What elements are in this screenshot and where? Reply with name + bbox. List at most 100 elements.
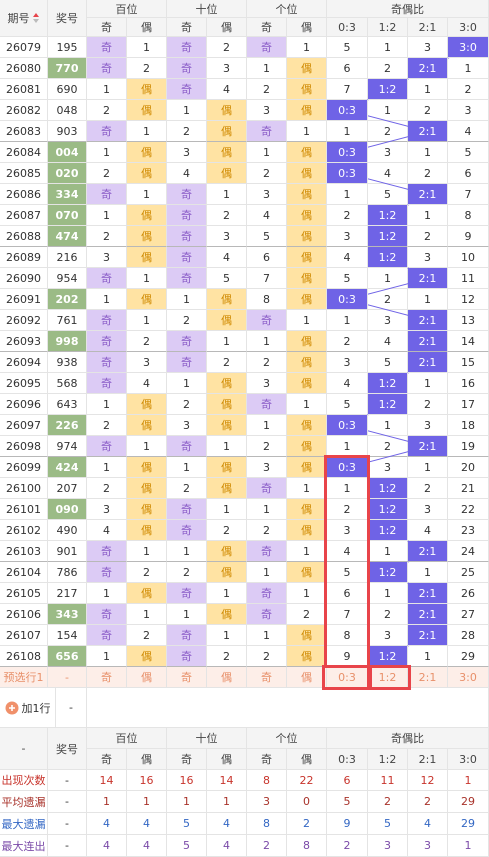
- plus-icon[interactable]: [5, 701, 19, 715]
- miss-count: 1: [167, 373, 207, 394]
- stat-value: 4: [127, 813, 167, 835]
- period: 26097: [0, 415, 48, 436]
- odd-mark: 奇: [247, 604, 287, 625]
- ratio-hit: 1:2: [368, 247, 408, 268]
- miss-count: 1: [247, 415, 287, 436]
- draw-number: 474: [48, 226, 87, 247]
- even-mark: 偶: [127, 394, 167, 415]
- even-mark: 偶: [207, 100, 247, 121]
- even-mark: 偶: [207, 562, 247, 583]
- miss-count: 2: [127, 625, 167, 646]
- stat-value: 14: [87, 770, 127, 791]
- stat-value: 4: [87, 835, 127, 857]
- miss-count: 1: [287, 583, 327, 604]
- miss-count: 3: [408, 247, 448, 268]
- draw-number: 216: [48, 247, 87, 268]
- miss-count: 1: [247, 625, 287, 646]
- miss-count: 4: [167, 163, 207, 184]
- draw-number: 490: [48, 520, 87, 541]
- miss-count: 4: [448, 121, 489, 142]
- miss-count: 1: [167, 457, 207, 478]
- miss-count: 3: [87, 499, 127, 520]
- miss-count: 2: [207, 646, 247, 667]
- period: 26096: [0, 394, 48, 415]
- odd-mark: 奇: [167, 58, 207, 79]
- miss-count: 2: [87, 226, 127, 247]
- miss-count: 5: [448, 142, 489, 163]
- even-mark: 偶: [127, 646, 167, 667]
- odd-mark: 奇: [247, 37, 287, 58]
- period: 26108: [0, 646, 48, 667]
- preview-label[interactable]: 预选行1: [0, 667, 48, 688]
- odd-mark: 奇: [167, 37, 207, 58]
- draw-number: 786: [48, 562, 87, 583]
- even-mark: 偶: [127, 142, 167, 163]
- miss-count: 23: [448, 520, 489, 541]
- period: 26106: [0, 604, 48, 625]
- miss-count: 5: [207, 268, 247, 289]
- miss-count: 3: [167, 415, 207, 436]
- draw-number: 568: [48, 373, 87, 394]
- stat-value: 5: [167, 835, 207, 857]
- even-mark: 偶: [287, 373, 327, 394]
- miss-count: 1: [408, 562, 448, 583]
- miss-count: 1: [287, 394, 327, 415]
- draw-number: 195: [48, 37, 87, 58]
- ratio-hit: 2:1: [408, 604, 448, 625]
- preview-option[interactable]: 偶: [127, 667, 167, 688]
- even-mark: 偶: [207, 121, 247, 142]
- miss-count: 24: [448, 541, 489, 562]
- preview-option[interactable]: 2:1: [408, 667, 448, 688]
- period: 26089: [0, 247, 48, 268]
- miss-count: 1: [327, 436, 368, 457]
- ratio-hit: 2:1: [408, 541, 448, 562]
- draw-number: 343: [48, 604, 87, 625]
- miss-count: 1: [448, 58, 489, 79]
- draw-number: 090: [48, 499, 87, 520]
- group-header: 奇偶比: [327, 728, 489, 749]
- even-mark: 偶: [287, 625, 327, 646]
- preview-option[interactable]: 奇: [247, 667, 287, 688]
- miss-count: 2: [207, 37, 247, 58]
- sub-header: 奇: [247, 749, 287, 770]
- miss-count: 1: [87, 583, 127, 604]
- miss-count: 2: [127, 331, 167, 352]
- sort-icon[interactable]: [32, 12, 40, 24]
- miss-count: 2: [408, 478, 448, 499]
- preview-option[interactable]: 偶: [287, 667, 327, 688]
- miss-count: 1: [327, 310, 368, 331]
- miss-count: 3: [368, 457, 408, 478]
- miss-count: 25: [448, 562, 489, 583]
- preview-option[interactable]: 3:0: [448, 667, 489, 688]
- even-mark: 偶: [287, 79, 327, 100]
- stat-value: 3: [368, 835, 408, 857]
- miss-count: 2: [87, 100, 127, 121]
- preview-option[interactable]: 偶: [207, 667, 247, 688]
- preview-number: -: [48, 667, 87, 688]
- miss-count: 28: [448, 625, 489, 646]
- miss-count: 1: [127, 310, 167, 331]
- add-row-button[interactable]: 加1行: [0, 688, 56, 728]
- miss-count: 3: [247, 184, 287, 205]
- sub-header: 2:1: [408, 18, 448, 37]
- period: 26082: [0, 100, 48, 121]
- ratio-hit: 2:1: [408, 268, 448, 289]
- even-mark: 偶: [207, 310, 247, 331]
- period: 26101: [0, 499, 48, 520]
- ratio-hit: 2:1: [408, 331, 448, 352]
- period-header[interactable]: 期号: [0, 0, 48, 37]
- miss-count: 1: [87, 646, 127, 667]
- odd-mark: 奇: [247, 478, 287, 499]
- stat-label: 最大遗漏: [0, 813, 48, 835]
- preview-option[interactable]: 奇: [87, 667, 127, 688]
- preview-option[interactable]: 奇: [167, 667, 207, 688]
- add-row-label[interactable]: 加1行: [21, 701, 51, 715]
- stat-value: 5: [327, 791, 368, 813]
- stat-value: 2: [327, 835, 368, 857]
- miss-count: 12: [448, 289, 489, 310]
- odd-mark: 奇: [167, 520, 207, 541]
- miss-count: 7: [448, 184, 489, 205]
- miss-count: 2: [167, 121, 207, 142]
- stat-value: 2: [408, 791, 448, 813]
- ratio-hit: 3:0: [448, 37, 489, 58]
